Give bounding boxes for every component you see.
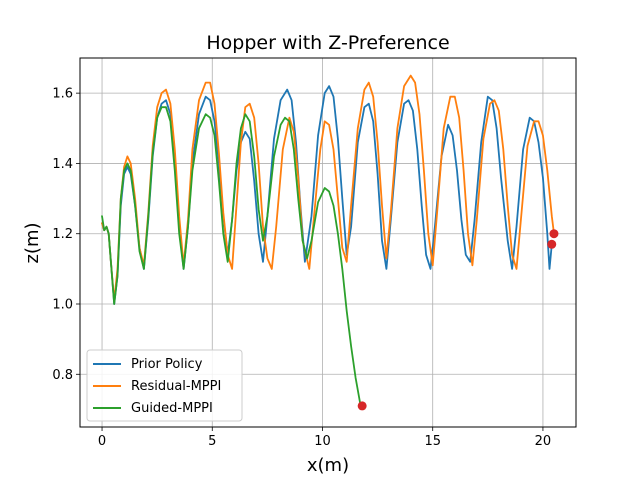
y-tick-label: 1.2 (52, 227, 73, 242)
x-tick-label: 20 (535, 434, 552, 449)
end-marker-guided-mppi (357, 401, 367, 411)
legend-label-residual-mppi: Residual-MPPI (131, 379, 221, 394)
y-tick-label: 1.0 (52, 298, 73, 313)
x-tick-label: 0 (98, 434, 106, 449)
legend-label-prior-policy: Prior Policy (131, 357, 203, 372)
y-axis-label: z(m) (22, 222, 43, 263)
x-axis-label: x(m) (307, 455, 349, 476)
y-tick-label: 1.6 (52, 87, 73, 102)
end-marker-prior-policy (547, 239, 557, 249)
y-tick-label: 1.4 (52, 157, 73, 172)
legend: Prior Policy Residual-MPPI Guided-MPPI (86, 349, 243, 422)
y-tick-label: 0.8 (52, 368, 73, 383)
series-line-guided-mppi (101, 106, 364, 407)
legend-label-guided-mppi: Guided-MPPI (131, 401, 213, 416)
x-tick-label: 10 (314, 434, 331, 449)
x-tick-label: 15 (424, 434, 441, 449)
series-line-residual-mppi (101, 74, 555, 302)
series-layer (101, 74, 555, 407)
legend-box (86, 349, 243, 422)
grid-layer (80, 58, 576, 427)
end-marker-layer (357, 229, 559, 411)
chart-title: Hopper with Z-Preference (206, 32, 449, 54)
tick-layer: 0 5 10 15 20 0.8 1.0 1.2 1.4 1.6 (52, 87, 551, 449)
plot-frame (79, 57, 577, 428)
x-tick-label: 5 (208, 434, 216, 449)
end-marker-residual-mppi (549, 229, 559, 239)
